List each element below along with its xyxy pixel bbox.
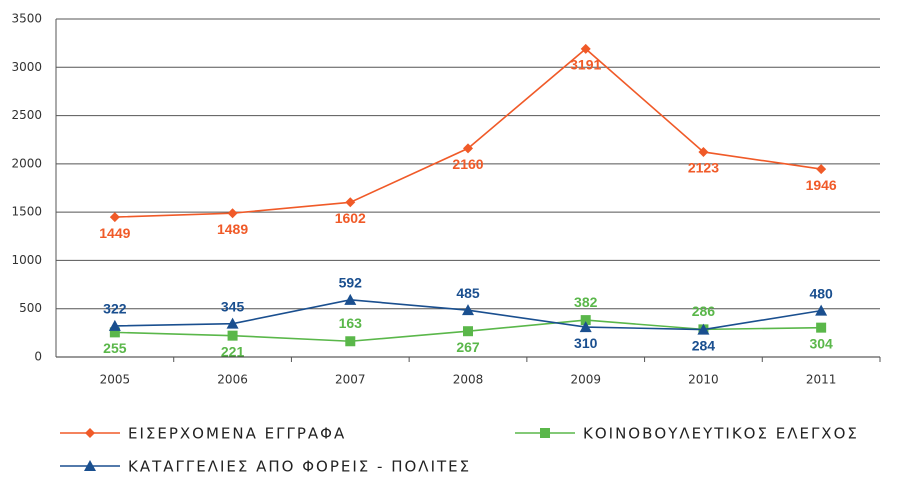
point-marker (227, 208, 238, 219)
point-marker (108, 319, 121, 331)
data-label: 485 (456, 285, 480, 301)
data-label: 1602 (335, 210, 366, 226)
point-marker (345, 336, 356, 347)
data-label: 163 (339, 315, 363, 331)
y-tick-label: 500 (19, 301, 42, 315)
data-label: 255 (103, 340, 127, 356)
y-tick-label: 3500 (11, 12, 42, 26)
legend-marker (84, 460, 96, 471)
point-marker (580, 43, 591, 54)
data-label: 304 (809, 335, 833, 351)
data-label: 3191 (570, 57, 601, 73)
x-tick-label: 2011 (806, 373, 837, 387)
point-marker (815, 304, 828, 316)
point-marker (697, 323, 710, 335)
series-line (114, 47, 822, 218)
point-marker (580, 315, 591, 326)
point-marker (816, 164, 827, 175)
data-label: 322 (103, 301, 127, 317)
x-tick-label: 2007 (335, 373, 366, 387)
point-marker (579, 321, 592, 333)
point-marker (698, 146, 709, 157)
x-tick-label: 2010 (688, 373, 719, 387)
data-label: 382 (574, 294, 598, 310)
y-tick-label: 0 (34, 350, 42, 364)
legend-marker (540, 428, 550, 438)
data-label: 284 (692, 337, 716, 353)
point-marker (816, 322, 827, 333)
legend-label: ΕΙΣΕΡΧΟΜΕΝΑ ΕΓΓΡΑΦΑ (128, 425, 346, 443)
point-marker (226, 317, 239, 329)
x-tick-label: 2008 (453, 373, 484, 387)
point-marker (109, 327, 120, 338)
x-tick-label: 2009 (570, 373, 601, 387)
y-tick-label: 1000 (11, 253, 42, 267)
point-marker (227, 330, 238, 341)
data-label: 345 (221, 298, 245, 314)
point-marker (345, 197, 356, 208)
legend-label: ΚΑΤΑΓΓΕΛΙΕΣ ΑΠΟ ΦΟΡΕΙΣ - ΠΟΛΙΤΕΣ (128, 458, 471, 476)
legend-marker (85, 428, 95, 438)
data-label: 221 (221, 343, 245, 359)
x-tick-label: 2005 (100, 373, 131, 387)
point-marker (344, 293, 357, 305)
data-label: 310 (574, 335, 598, 351)
data-label: 592 (339, 275, 363, 291)
data-label: 1449 (99, 225, 130, 241)
legend-label: ΚΟΙΝΟΒΟΥΛΕΥΤΙΚΟΣ ΕΛΕΓΧΟΣ (583, 425, 859, 443)
y-tick-label: 2000 (11, 156, 42, 170)
data-label: 2160 (452, 156, 483, 172)
data-label: 480 (809, 285, 833, 301)
data-label: 1946 (806, 177, 837, 193)
data-label: 267 (456, 339, 480, 355)
y-tick-label: 3000 (11, 60, 42, 74)
point-marker (463, 326, 473, 337)
data-label: 286 (692, 303, 716, 319)
x-tick-label: 2006 (217, 373, 248, 387)
y-tick-label: 2500 (11, 108, 42, 122)
point-marker (109, 212, 120, 223)
data-label: 1489 (217, 221, 248, 237)
point-marker (463, 143, 473, 154)
y-tick-label: 1500 (11, 205, 42, 219)
point-marker (462, 304, 474, 316)
data-label: 2123 (688, 160, 719, 176)
